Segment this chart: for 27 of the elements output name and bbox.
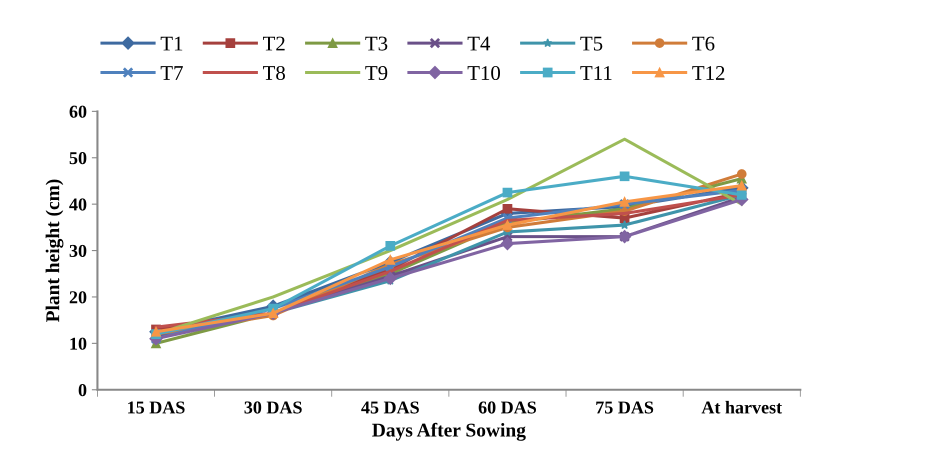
x-tick-label: 60 DAS (478, 401, 536, 414)
y-tick-label: 60 (70, 106, 86, 118)
legend-label: T12 (692, 66, 724, 80)
y-tick-label: 0 (78, 384, 86, 396)
legend-label: T2 (263, 36, 285, 50)
legend-label: T5 (580, 36, 602, 51)
legend-label: T10 (468, 66, 500, 80)
legend-label: T8 (263, 66, 285, 80)
x-tick-label: 30 DAS (244, 401, 302, 414)
legend-label: T11 (580, 66, 612, 80)
x-tick-label: 15 DAS (128, 401, 185, 414)
y-tick-label: 50 (70, 152, 86, 164)
legend-label: T7 (160, 66, 183, 80)
y-tick-label: 30 (70, 244, 86, 257)
y-axis-title: Plant height (cm) (46, 180, 64, 322)
legend-label: T6 (692, 36, 714, 51)
x-tick-label: At harvest (702, 400, 782, 414)
y-tick-label: 40 (69, 198, 86, 211)
legend-label: T1 (160, 36, 182, 50)
legend-label: T4 (468, 36, 490, 50)
x-tick-label: 45 DAS (361, 401, 419, 414)
y-tick-label: 10 (70, 338, 86, 350)
legend-label: T9 (365, 66, 388, 80)
x-tick-label: 75 DAS (596, 401, 654, 414)
x-axis-title: Days After Sowing (372, 422, 526, 441)
y-tick-label: 20 (70, 291, 86, 304)
legend-label: T3 (365, 36, 388, 51)
